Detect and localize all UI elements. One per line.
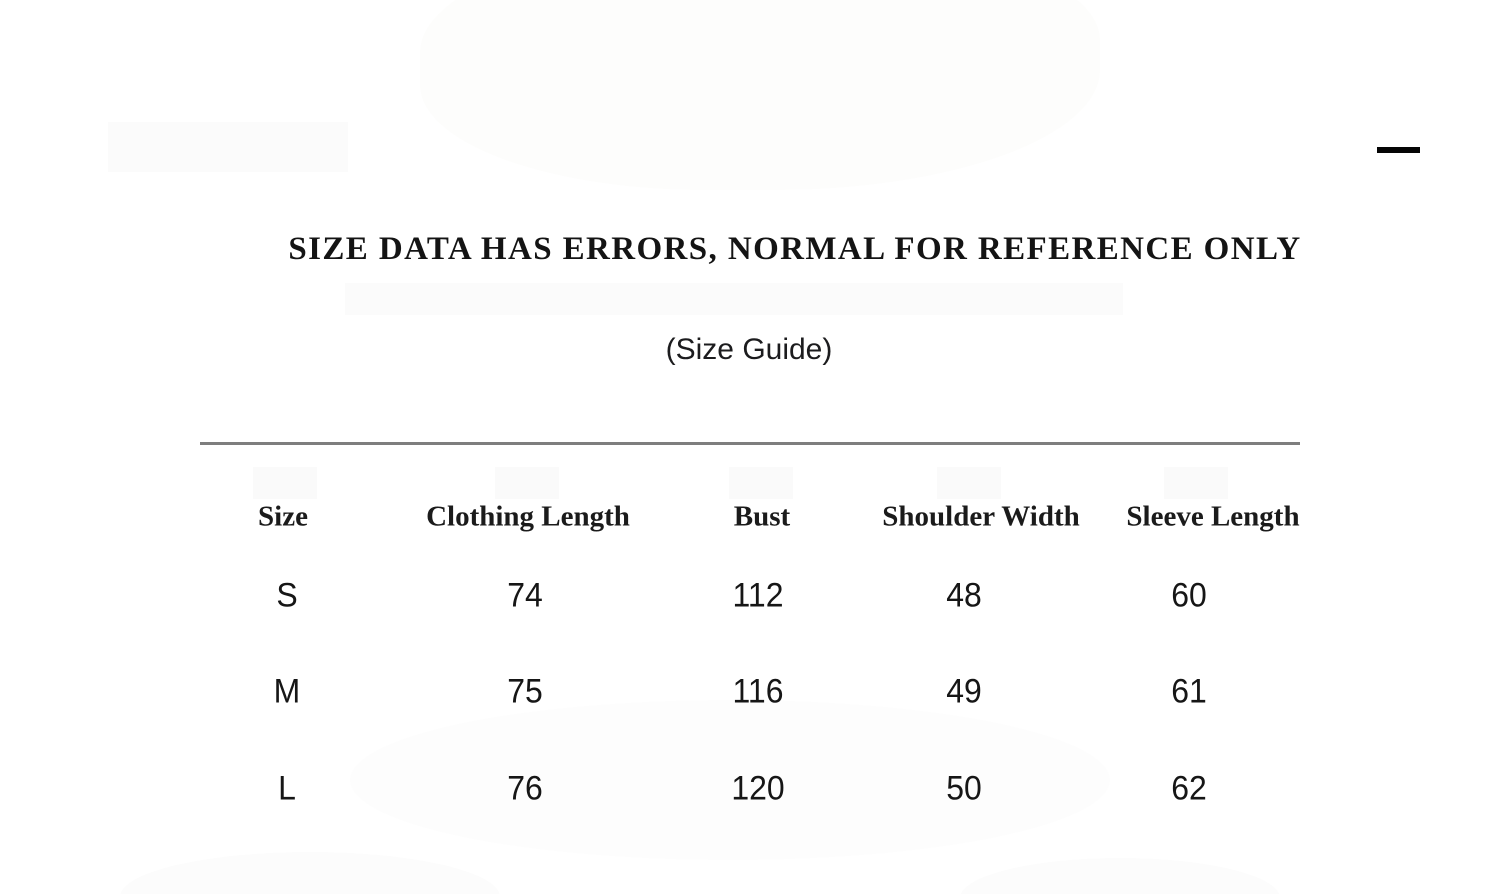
shoulder-width-value: 50 <box>946 769 982 808</box>
bust-value: 120 <box>731 769 785 808</box>
clothing-length-value: 76 <box>507 769 543 808</box>
sleeve-length-value: 62 <box>1171 769 1207 808</box>
size-label: S <box>276 576 298 615</box>
whiteout-artifact <box>937 467 1001 499</box>
size-label: M <box>273 672 301 711</box>
size-label: L <box>278 769 296 808</box>
page-title: SIZE DATA HAS ERRORS, NORMAL FOR REFEREN… <box>288 231 1302 267</box>
bust-value: 116 <box>732 672 784 711</box>
whiteout-artifact <box>350 700 1110 860</box>
clothing-length-value: 74 <box>507 576 543 615</box>
clothing-length-value: 75 <box>507 672 543 711</box>
whiteout-artifact <box>1164 467 1228 499</box>
column-header-shoulder-width: Shoulder Width <box>882 500 1080 533</box>
table-top-divider <box>200 442 1300 445</box>
whiteout-artifact <box>729 467 793 499</box>
bust-value: 112 <box>732 576 784 615</box>
column-header-bust: Bust <box>733 500 791 533</box>
collapse-dash-icon[interactable] <box>1377 147 1420 153</box>
whiteout-artifact <box>253 467 317 499</box>
sleeve-length-value: 60 <box>1171 576 1207 615</box>
whiteout-artifact <box>120 852 500 894</box>
size-guide-subtitle: (Size Guide) <box>665 333 833 366</box>
column-header-size: Size <box>258 500 308 533</box>
sleeve-length-value: 61 <box>1171 672 1207 711</box>
shoulder-width-value: 48 <box>946 576 982 615</box>
whiteout-artifact <box>345 283 1123 315</box>
column-header-clothing-length: Clothing Length <box>426 500 630 533</box>
whiteout-artifact <box>960 858 1280 894</box>
whiteout-artifact <box>420 0 1100 190</box>
column-header-sleeve-length: Sleeve Length <box>1126 500 1300 533</box>
whiteout-artifact <box>495 467 559 499</box>
shoulder-width-value: 49 <box>946 672 982 711</box>
whiteout-artifact <box>108 122 348 172</box>
